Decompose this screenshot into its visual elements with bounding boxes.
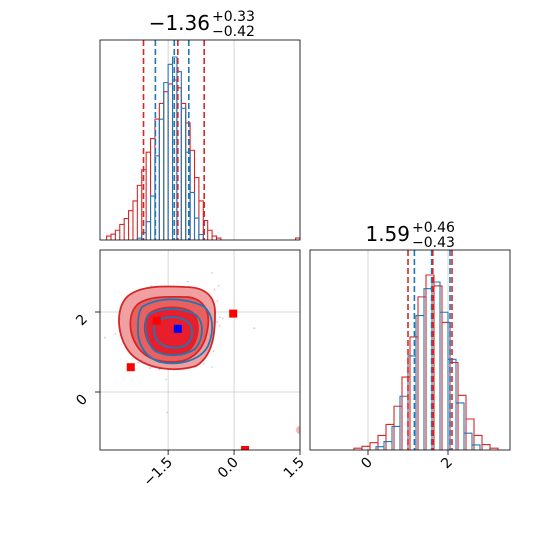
scatter-point xyxy=(149,367,152,370)
scatter-point xyxy=(137,362,140,364)
histogram-blue-param1 xyxy=(375,281,481,450)
scatter-point xyxy=(72,304,74,306)
scatter-point xyxy=(158,368,161,371)
marker-blue xyxy=(173,324,182,333)
frame-right xyxy=(309,249,511,451)
scatter-point xyxy=(114,333,117,335)
frame-joint xyxy=(99,249,301,451)
scatter-point xyxy=(103,336,106,339)
x-tick-label: 1.5 xyxy=(281,455,308,482)
scatter-point xyxy=(216,320,219,323)
scatter-point xyxy=(166,411,169,414)
quantile-lines-param1 xyxy=(407,250,453,450)
markers xyxy=(126,309,250,450)
histogram-red-param0 xyxy=(106,79,300,240)
histogram-blue-param0 xyxy=(136,56,204,240)
edge-point-right xyxy=(296,426,300,434)
title-param1: 1.59 +0.46 −0.43 xyxy=(365,220,455,251)
x-tick-label: 2 xyxy=(438,455,456,473)
panel-hist-param0: −1.36 +0.33 −0.42 xyxy=(99,9,301,241)
marker-red xyxy=(229,309,238,318)
quantile-lines-param0 xyxy=(142,40,205,240)
title-param1-plus: +0.46 xyxy=(412,220,455,236)
y-tick-label: 0 xyxy=(73,392,91,410)
scatter-point xyxy=(202,362,205,365)
panel-joint: −1.5 0.0 1.5 0 2 xyxy=(72,249,308,490)
x-tick-label: 0.0 xyxy=(215,455,242,482)
title-param0: −1.36 +0.33 −0.42 xyxy=(149,9,255,40)
frame-top xyxy=(99,39,301,241)
y-tick-label: 2 xyxy=(73,312,91,330)
title-param1-minus: −0.43 xyxy=(412,235,455,251)
marker-red xyxy=(126,363,135,372)
title-param0-minus: −0.42 xyxy=(212,24,255,40)
scatter-point xyxy=(211,365,214,368)
scatter-point xyxy=(213,288,216,291)
marker-red xyxy=(241,446,250,450)
scatter-point xyxy=(212,350,215,352)
marker-red xyxy=(152,316,161,325)
scatter-point xyxy=(253,327,256,330)
scatter-point xyxy=(219,316,221,319)
scatter-point xyxy=(165,378,167,381)
scatter-point xyxy=(186,280,189,283)
scatter-point xyxy=(217,284,220,287)
x-tick-label: 0 xyxy=(358,455,376,473)
scatter-point xyxy=(221,317,224,320)
blue-contour-mid xyxy=(144,308,203,357)
title-param1-value: 1.59 xyxy=(365,222,410,246)
scatter-point xyxy=(216,300,219,302)
scatter-point xyxy=(211,272,213,274)
grid-top xyxy=(167,40,301,240)
histogram-red-param1 xyxy=(353,274,499,450)
title-param0-value: −1.36 xyxy=(149,11,210,35)
x-tick-label: −1.5 xyxy=(141,455,176,490)
blue-contour-inner xyxy=(153,316,194,349)
blue-contour-outer xyxy=(137,298,214,365)
scatter-point xyxy=(218,324,221,327)
title-param0-plus: +0.33 xyxy=(212,9,255,25)
